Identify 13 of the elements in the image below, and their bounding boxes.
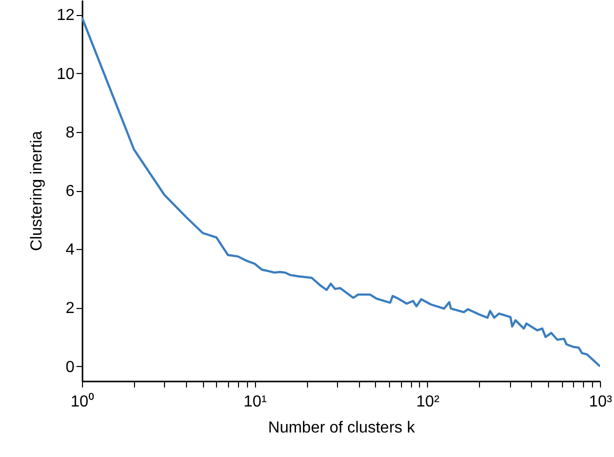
- y-tick-label: 0: [66, 358, 75, 376]
- y-tick-label: 10: [56, 66, 75, 83]
- x-tick-label: 10³: [588, 394, 613, 410]
- y-tick-label: 8: [66, 124, 75, 142]
- y-axis-title: Clustering inertia: [28, 130, 46, 252]
- y-tick-label: 6: [66, 183, 75, 200]
- x-tick-label: 10⁰: [70, 392, 94, 410]
- y-tick-label: 2: [66, 300, 75, 318]
- y-tick-label: 4: [66, 242, 75, 259]
- x-axis-title: Number of clusters k: [268, 420, 416, 436]
- x-tick-label: 10²: [416, 394, 440, 410]
- y-tick-label: 12: [56, 7, 75, 24]
- x-tick-label: 10¹: [244, 394, 267, 410]
